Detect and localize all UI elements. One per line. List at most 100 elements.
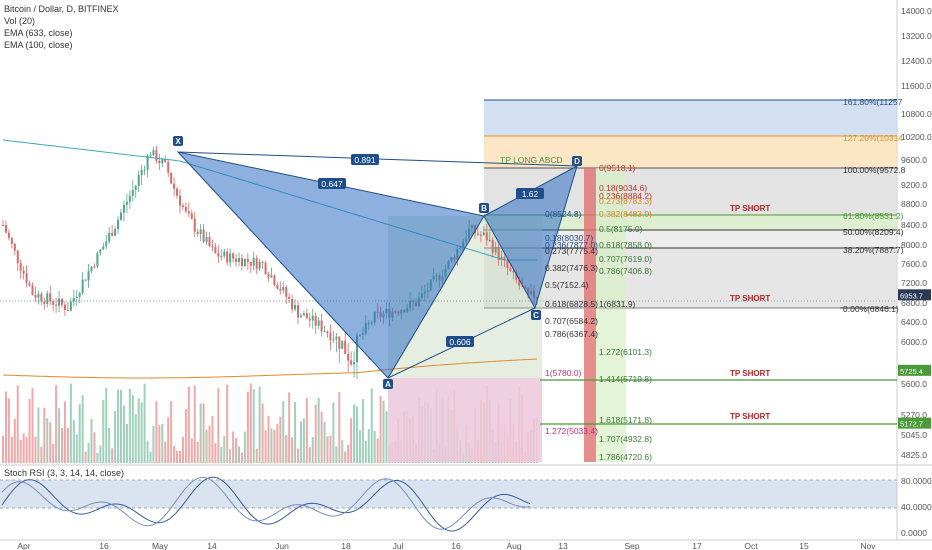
- candle-body: [305, 313, 308, 319]
- volume-bar: [72, 420, 75, 463]
- volume-bar: [373, 430, 376, 463]
- candle-body: [43, 301, 46, 304]
- volume-bar: [176, 450, 179, 463]
- volume-bar: [90, 418, 93, 463]
- price-badge-label: 5725.4: [900, 367, 923, 376]
- volume-bar: [356, 406, 358, 463]
- volume-bar: [114, 410, 117, 463]
- price-tick: 4825.0: [901, 450, 927, 460]
- candle-body: [285, 287, 288, 297]
- candle-body: [223, 251, 226, 257]
- candle-body: [2, 225, 4, 226]
- volume-bar: [149, 451, 152, 463]
- volume-bar: [232, 431, 235, 463]
- candle-body: [211, 246, 214, 248]
- candle-body: [249, 261, 252, 266]
- time-tick: Apr: [17, 541, 30, 550]
- volume-bar: [364, 440, 367, 463]
- candle-body: [214, 246, 217, 254]
- time-tick: 18: [341, 541, 351, 550]
- volume-bar: [128, 388, 131, 463]
- volume-bar: [66, 427, 69, 463]
- fib-right-label: 61.80%(8531.2): [843, 211, 904, 221]
- candle-body: [497, 246, 500, 261]
- tp-short-label: TP SHORT: [730, 412, 770, 421]
- volume-bar: [40, 446, 43, 463]
- candle-body: [288, 296, 291, 300]
- price-tick: 9600.0: [901, 155, 927, 165]
- candle-body: [46, 293, 49, 304]
- fib-column-red: [584, 168, 596, 462]
- time-tick: Jun: [275, 541, 289, 550]
- fib-mid-label: 0.273(8783.3): [599, 196, 652, 206]
- candle-body: [184, 206, 187, 212]
- fib-mid-label: 1.272(6101.3): [599, 347, 652, 357]
- candle-body: [72, 297, 75, 302]
- candle-body: [323, 331, 326, 333]
- fib-mid-label: 0.5(8175.0): [599, 224, 643, 234]
- candle-body: [78, 292, 81, 297]
- candle-body: [66, 310, 69, 312]
- candle-body: [13, 243, 16, 251]
- candle-body: [246, 258, 249, 262]
- time-tick: 17: [692, 541, 702, 550]
- candle-body: [52, 301, 55, 305]
- volume-bar: [335, 446, 338, 463]
- volume-bar: [143, 383, 146, 463]
- volume-bar: [261, 403, 264, 463]
- axes: 14000.0 13200.0 12400.0 11600.0 10800.0 10200…: [17, 6, 932, 550]
- candle-body: [276, 285, 279, 289]
- candle-body: [111, 232, 114, 236]
- volume-bar: [181, 436, 184, 463]
- volume-bar: [16, 385, 19, 463]
- volume-bar: [258, 386, 261, 463]
- time-tick: 15: [799, 541, 809, 550]
- harmonic-pattern[interactable]: X A B C D 0.891 0.647 1.62 0.606: [173, 136, 840, 389]
- volume-bar: [291, 437, 294, 463]
- legend-ema-100: EMA (100, close): [4, 40, 73, 50]
- fib-left-label: 0.5(7152.4): [545, 280, 589, 290]
- price-tick: 5270.0: [901, 410, 927, 420]
- fib-mid-label: 0.786(7406.8): [599, 266, 652, 276]
- volume-bar: [184, 409, 187, 463]
- volume-bar: [117, 389, 120, 463]
- price-tick: 10200.0: [901, 132, 932, 142]
- candle-body: [128, 195, 131, 202]
- candle-body: [482, 232, 485, 235]
- candle-body: [28, 283, 31, 286]
- candle-body: [93, 266, 96, 268]
- price-tick: 10800.0: [901, 109, 932, 119]
- volume-bar: [146, 441, 149, 463]
- price-tick: 5045.0: [901, 430, 927, 440]
- candle-body: [311, 315, 314, 321]
- candle-body: [146, 155, 149, 170]
- volume-bar: [49, 422, 52, 463]
- ratio-label: 0.647: [321, 179, 343, 189]
- candle-body: [7, 232, 10, 238]
- candle-body: [512, 270, 515, 273]
- fib-mid-label: 1.786(4720.6): [599, 452, 652, 462]
- candle-body: [220, 256, 223, 258]
- candle-body: [63, 304, 66, 311]
- candle-body: [217, 253, 220, 257]
- volume-bar: [267, 415, 270, 463]
- candle-body: [243, 258, 246, 267]
- fib-column-green: [596, 168, 626, 462]
- point-badge: [572, 156, 582, 166]
- candle-body: [155, 150, 158, 161]
- candle-body: [19, 263, 22, 271]
- candle-body: [81, 279, 84, 293]
- candle-body: [117, 219, 120, 230]
- volume-bar: [288, 392, 291, 463]
- fib-right-label: 0.00%(6846.1): [843, 304, 899, 314]
- candle-body: [202, 229, 205, 242]
- volume-bar: [305, 397, 308, 463]
- volume-bar: [93, 432, 96, 463]
- volume-bar: [125, 423, 128, 463]
- fib-left-label: 1(5780.0): [545, 368, 582, 378]
- rsi-tick: 0.0000: [901, 528, 927, 538]
- volume-bar: [302, 418, 305, 463]
- ratio-box: [318, 178, 346, 189]
- volume-bar: [323, 421, 326, 463]
